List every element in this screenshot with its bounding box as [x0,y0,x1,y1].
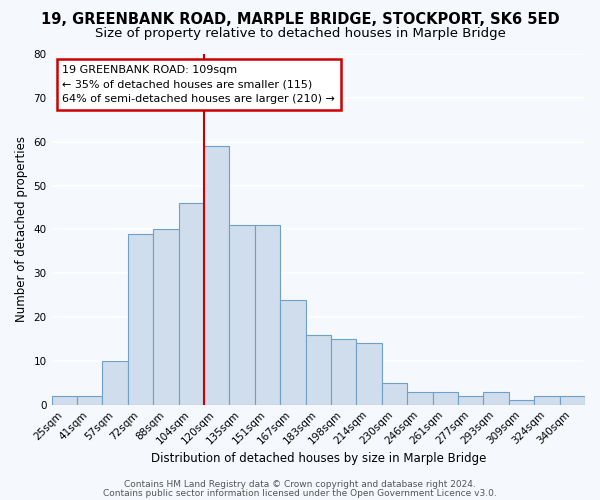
Text: 19, GREENBANK ROAD, MARPLE BRIDGE, STOCKPORT, SK6 5ED: 19, GREENBANK ROAD, MARPLE BRIDGE, STOCK… [41,12,559,28]
Bar [305,334,331,404]
Bar [204,146,229,405]
Bar [560,396,585,404]
Bar [153,230,179,404]
Bar [356,344,382,404]
Bar [407,392,433,404]
Text: Contains HM Land Registry data © Crown copyright and database right 2024.: Contains HM Land Registry data © Crown c… [124,480,476,489]
Bar [509,400,534,404]
Bar [484,392,509,404]
Bar [128,234,153,404]
Bar [52,396,77,404]
Text: Size of property relative to detached houses in Marple Bridge: Size of property relative to detached ho… [95,28,505,40]
Text: 19 GREENBANK ROAD: 109sqm
← 35% of detached houses are smaller (115)
64% of semi: 19 GREENBANK ROAD: 109sqm ← 35% of detac… [62,64,335,104]
Bar [255,225,280,404]
Bar [77,396,103,404]
Bar [382,383,407,404]
Bar [534,396,560,404]
Bar [458,396,484,404]
Bar [229,225,255,404]
Bar [433,392,458,404]
Y-axis label: Number of detached properties: Number of detached properties [15,136,28,322]
Text: Contains public sector information licensed under the Open Government Licence v3: Contains public sector information licen… [103,488,497,498]
Bar [179,203,204,404]
Bar [280,300,305,405]
Bar [331,339,356,404]
Bar [103,361,128,405]
X-axis label: Distribution of detached houses by size in Marple Bridge: Distribution of detached houses by size … [151,452,486,465]
